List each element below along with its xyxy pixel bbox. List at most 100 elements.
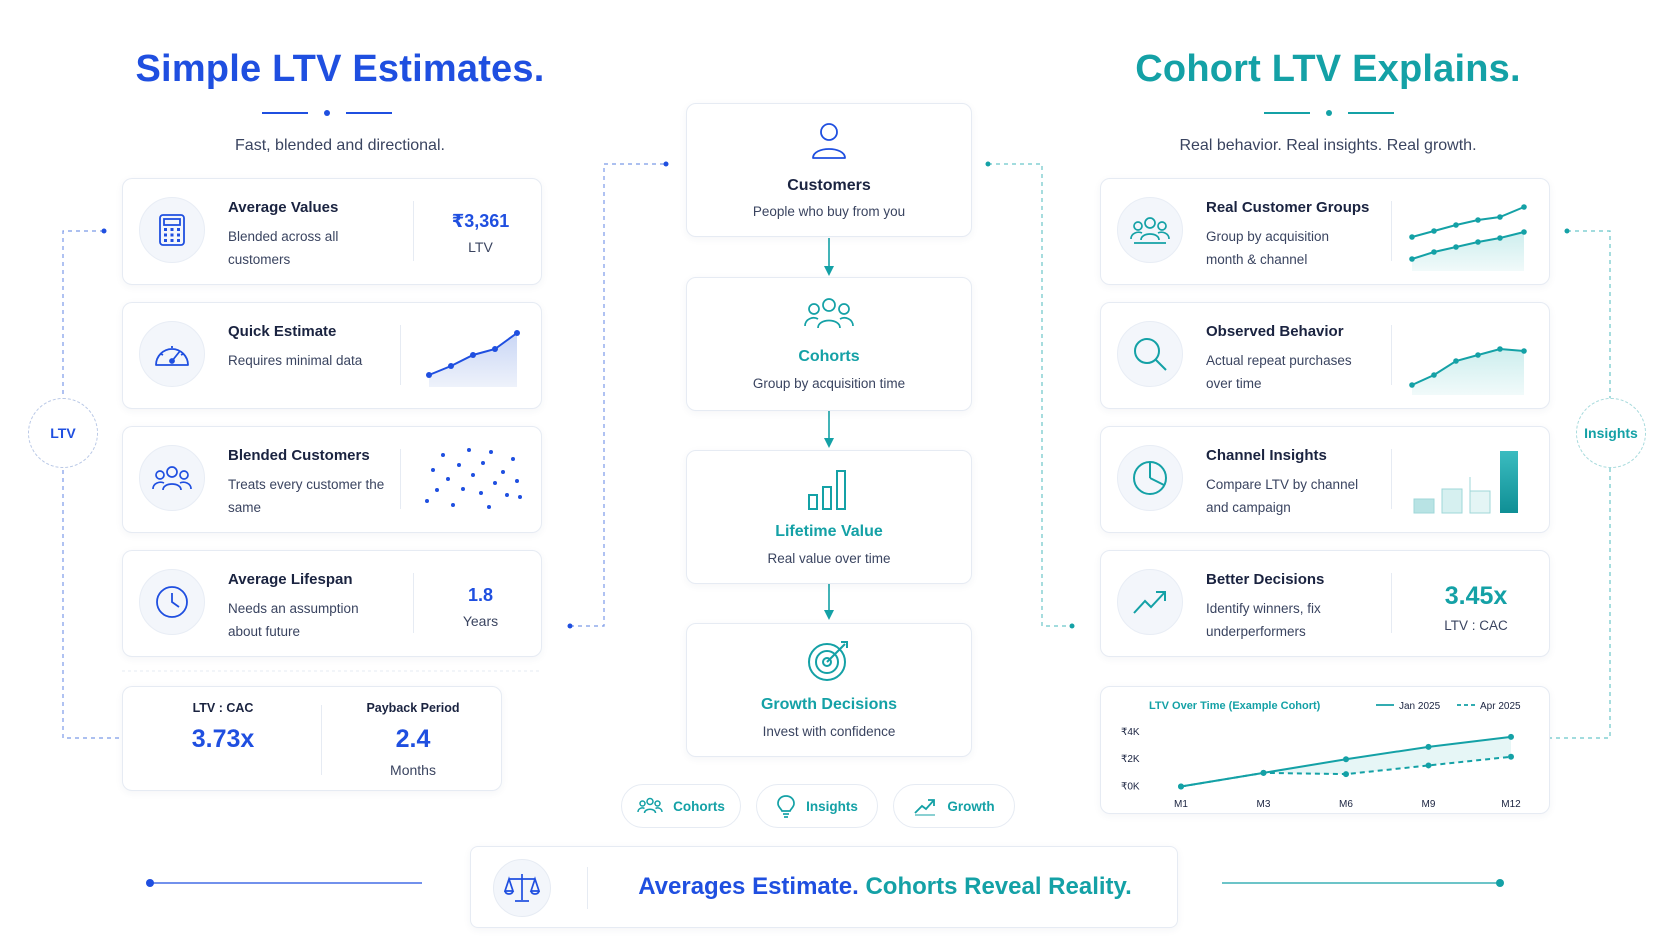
y-tick-label: ₹4K <box>1121 727 1140 738</box>
card-title: Blended Customers <box>228 447 370 464</box>
pie-chart-icon <box>1117 445 1183 511</box>
card-divider <box>400 325 401 385</box>
ltv-over-time-chart-card: LTV Over Time (Example Cohort) Jan 2025 Ap… <box>1100 686 1550 814</box>
flow-desc: People who buy from you <box>752 204 906 219</box>
data-point <box>1343 771 1349 778</box>
card-better-decisions: Better Decisions Identify winners, fix u… <box>1100 550 1550 657</box>
x-tick-label: M12 <box>1501 799 1521 810</box>
card-average-lifespan: Average Lifespan Needs an assumption abo… <box>122 550 542 657</box>
card-title: Channel Insights <box>1206 447 1327 464</box>
card-desc: Needs an assumption about future <box>228 601 359 639</box>
x-tick-label: M9 <box>1422 799 1436 810</box>
data-point <box>1343 756 1349 763</box>
legend-label: Jan 2025 <box>1399 701 1441 712</box>
flow-desc: Group by acquisition time <box>752 376 906 391</box>
ltv-badge-label: LTV <box>50 425 76 441</box>
lifespan-value: 1.8 <box>467 585 494 605</box>
ltv-cac-label: LTV : CAC <box>192 701 254 715</box>
payback-unit: Months <box>390 762 436 778</box>
data-point <box>1260 769 1267 776</box>
banner-text-cohorts: Cohorts Reveal Reality. <box>858 873 1132 900</box>
data-point <box>1425 743 1432 750</box>
pill-growth[interactable]: Growth <box>893 784 1015 828</box>
cohort-groups-sparkline <box>1409 204 1527 271</box>
card-title: Average Values <box>228 199 339 216</box>
group-icon <box>637 797 663 814</box>
card-desc: Actual repeat purchases over time <box>1206 353 1352 391</box>
flow-step-cohorts: Cohorts Group by acquisition time <box>686 277 972 411</box>
banner-text: Averages Estimate. Cohorts Reveal Realit… <box>591 873 1179 901</box>
left-title: Simple LTV Estimates. <box>135 48 545 90</box>
card-divider <box>1391 325 1392 385</box>
right-title: Cohort LTV Explains. <box>1135 48 1521 90</box>
x-tick-label: M6 <box>1339 799 1353 810</box>
ltv-label: LTV <box>468 239 493 255</box>
card-title: Average Lifespan <box>228 571 353 588</box>
group-icon <box>804 298 854 329</box>
data-point <box>1425 762 1432 769</box>
card-divider <box>1391 449 1392 509</box>
target-icon <box>808 641 848 681</box>
data-point <box>1508 753 1514 760</box>
lightbulb-icon <box>777 795 795 818</box>
flow-step-customers: Customers People who buy from you <box>686 103 972 237</box>
magnifier-icon <box>1117 321 1183 387</box>
left-title-divider <box>262 110 392 116</box>
ltv-cac-label-right: LTV : CAC <box>1444 618 1508 633</box>
y-tick-label: ₹2K <box>1121 754 1140 765</box>
card-divider <box>400 449 401 509</box>
flow-title: Cohorts <box>798 348 860 365</box>
insights-badge: Insights <box>1576 398 1646 468</box>
card-real-customer-groups: Real Customer Groups Group by acquisitio… <box>1100 178 1550 285</box>
card-quick-estimate: Quick Estimate Requires minimal data <box>122 302 542 409</box>
card-desc: Compare LTV by channel and campaign <box>1206 477 1359 515</box>
flow-step-lifetime-value: Lifetime Value Real value over time <box>686 450 972 584</box>
card-blended-customers: Blended Customers Treats every customer … <box>122 426 542 533</box>
summary-divider <box>321 705 322 775</box>
flow-title: Growth Decisions <box>760 696 898 713</box>
right-subtitle: Real behavior. Real insights. Real growt… <box>1179 137 1477 154</box>
banner-text-averages: Averages Estimate. <box>638 873 859 900</box>
trend-up-icon <box>1117 569 1183 635</box>
card-observed-behavior: Observed Behavior Actual repeat purchase… <box>1100 302 1550 409</box>
x-tick-label: M1 <box>1174 799 1188 810</box>
chart-title: LTV Over Time (Example Cohort) <box>1149 700 1321 712</box>
card-divider <box>413 201 414 261</box>
x-tick-label: M3 <box>1257 799 1271 810</box>
card-divider <box>1391 573 1392 633</box>
clock-icon <box>139 569 205 635</box>
bottom-banner: Averages Estimate. Cohorts Reveal Realit… <box>470 846 1178 928</box>
person-icon <box>812 123 846 159</box>
pill-label: Insights <box>806 798 858 814</box>
quick-estimate-sparkline <box>426 330 520 387</box>
y-tick-label: ₹0K <box>1121 782 1140 793</box>
flow-title: Lifetime Value <box>775 523 883 540</box>
pill-label: Cohorts <box>673 798 725 814</box>
ltv-value: ₹3,361 <box>451 211 510 231</box>
payback-value: 2.4 <box>395 725 431 753</box>
pill-cohorts[interactable]: Cohorts <box>621 784 741 828</box>
right-title-divider <box>1264 110 1394 116</box>
card-title: Observed Behavior <box>1206 323 1344 340</box>
data-point <box>1178 783 1184 790</box>
card-desc: Treats every customer the same <box>228 477 385 515</box>
card-divider <box>413 573 414 633</box>
card-desc: Blended across all customers <box>228 229 339 267</box>
card-desc: Identify winners, fix underperformers <box>1206 601 1321 639</box>
pill-label: Growth <box>947 798 995 814</box>
flow-title: Customers <box>787 177 871 194</box>
customer-groups-icon <box>1117 197 1183 263</box>
flow-desc: Real value over time <box>767 551 891 566</box>
observed-behavior-sparkline <box>1409 346 1527 395</box>
ltv-over-time-chart: LTV Over Time (Example Cohort) Jan 2025 Ap… <box>1121 700 1521 810</box>
banner-divider <box>587 867 588 909</box>
lifespan-unit: Years <box>462 613 499 629</box>
flow-step-growth-decisions: Growth Decisions Invest with confidence <box>686 623 972 757</box>
insights-badge-label: Insights <box>1584 425 1638 441</box>
scale-icon <box>493 859 551 917</box>
card-title: Better Decisions <box>1206 571 1325 588</box>
pill-insights[interactable]: Insights <box>756 784 878 828</box>
card-title: Real Customer Groups <box>1206 199 1370 216</box>
legend-label: Apr 2025 <box>1480 701 1521 712</box>
